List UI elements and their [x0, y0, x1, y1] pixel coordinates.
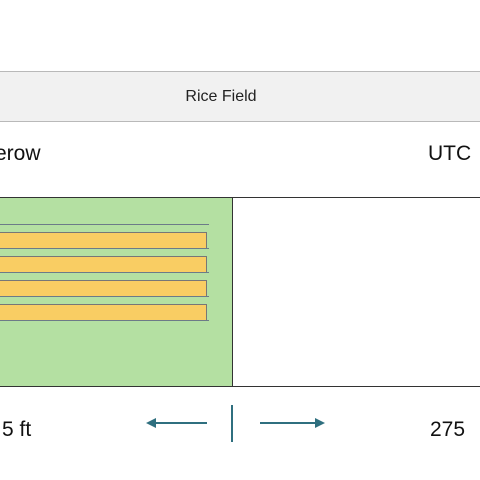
- top-label-left: erow: [0, 142, 41, 165]
- row-divider: [0, 272, 209, 273]
- field-strip: [0, 197, 480, 387]
- top-label-right: UTC: [428, 142, 472, 165]
- row-divider: [0, 248, 209, 249]
- title-bar: Rice Field: [0, 71, 480, 122]
- row-divider: [0, 224, 209, 225]
- crop-row-bar: [0, 232, 207, 249]
- crop-row-bar: [0, 256, 207, 273]
- bottom-label-right: 275: [430, 418, 466, 441]
- row-divider: [0, 320, 209, 321]
- left-arrow-icon: [146, 418, 207, 428]
- row-divider: [0, 296, 209, 297]
- bottom-label-left: 5 ft: [2, 418, 32, 441]
- rice-field-area: [0, 198, 233, 386]
- dimension-arrows: [146, 405, 325, 442]
- right-arrow-icon: [260, 418, 325, 428]
- crop-row-bar: [0, 280, 207, 297]
- diagram-title: Rice Field: [185, 87, 257, 105]
- crop-row-bar: [0, 304, 207, 321]
